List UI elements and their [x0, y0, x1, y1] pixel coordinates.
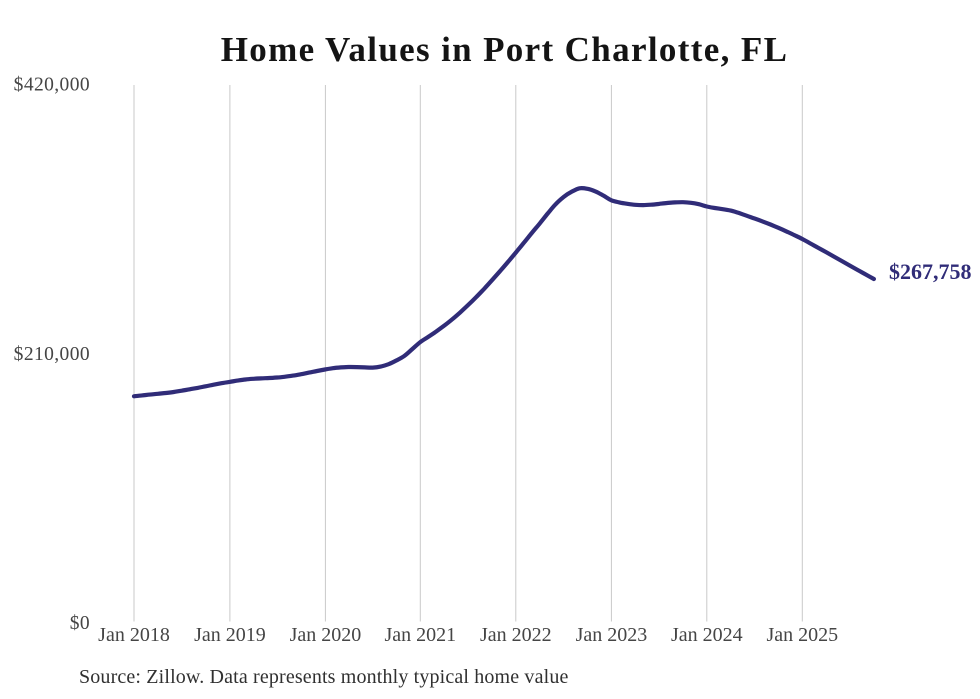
svg-text:Jan 2025: Jan 2025: [766, 624, 838, 646]
svg-text:Source: Zillow. Data represent: Source: Zillow. Data represents monthly …: [79, 666, 569, 688]
svg-text:$267,758: $267,758: [889, 259, 972, 284]
svg-text:Jan 2023: Jan 2023: [576, 624, 648, 646]
svg-text:$0: $0: [70, 613, 90, 634]
svg-text:Jan 2024: Jan 2024: [671, 624, 743, 646]
svg-text:$210,000: $210,000: [14, 344, 90, 365]
svg-text:Jan 2022: Jan 2022: [480, 624, 552, 646]
svg-text:Jan 2021: Jan 2021: [384, 624, 456, 646]
svg-text:Jan 2019: Jan 2019: [194, 624, 266, 646]
svg-text:Jan 2018: Jan 2018: [98, 624, 170, 646]
svg-text:$420,000: $420,000: [14, 75, 90, 96]
svg-text:Jan 2020: Jan 2020: [290, 624, 362, 646]
svg-text:Home Values in Port Charlotte,: Home Values in Port Charlotte, FL: [221, 30, 789, 69]
